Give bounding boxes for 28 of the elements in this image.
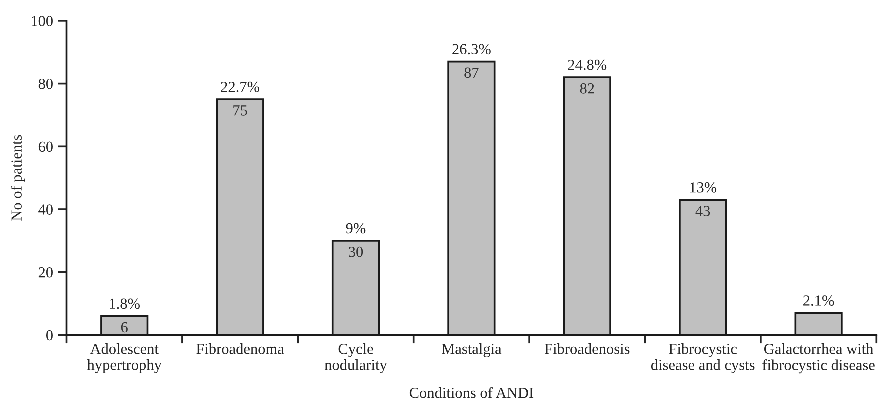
annotation: 2.1%: [804, 296, 834, 306]
x-tick-label: Adolescent hypertrophy: [87, 344, 162, 374]
y-tick-label: 20: [38, 267, 53, 278]
data-label: 75: [234, 106, 248, 116]
y-tick-label: 60: [38, 142, 53, 152]
data-label: 30: [349, 246, 364, 258]
annotation: 26.3%: [452, 44, 491, 55]
data-label: 6: [121, 322, 128, 333]
annotation: 1.8%: [110, 298, 140, 310]
x-tick-label: Fibroadenoma: [196, 344, 284, 354]
y-tick-label: 0: [46, 330, 53, 341]
x-tick-label: Cycle nodularity: [324, 344, 388, 374]
x-tick-label: Mastalgia: [442, 344, 502, 358]
x-axis-title: Conditions of ANDI: [410, 387, 534, 398]
data-label: 82: [580, 84, 594, 94]
y-tick-label: 80: [38, 78, 53, 90]
annotation: 9%: [346, 223, 366, 234]
y-tick-label: 100: [32, 16, 53, 26]
data-label: 43: [696, 206, 710, 216]
y-tick-label: 40: [38, 204, 53, 215]
data-label: 87: [464, 68, 479, 78]
y-axis-title: No of patients: [11, 135, 26, 221]
annotation: 13%: [690, 182, 717, 193]
annotation: 24.8%: [568, 60, 607, 70]
x-tick-label: Galactorrhea with fibrocystic disease: [762, 344, 875, 374]
x-tick-label: Fibrocystic disease and cysts: [651, 344, 755, 374]
annotation: 22.7%: [221, 82, 260, 92]
x-tick-label: Fibroadenosis: [544, 344, 630, 354]
